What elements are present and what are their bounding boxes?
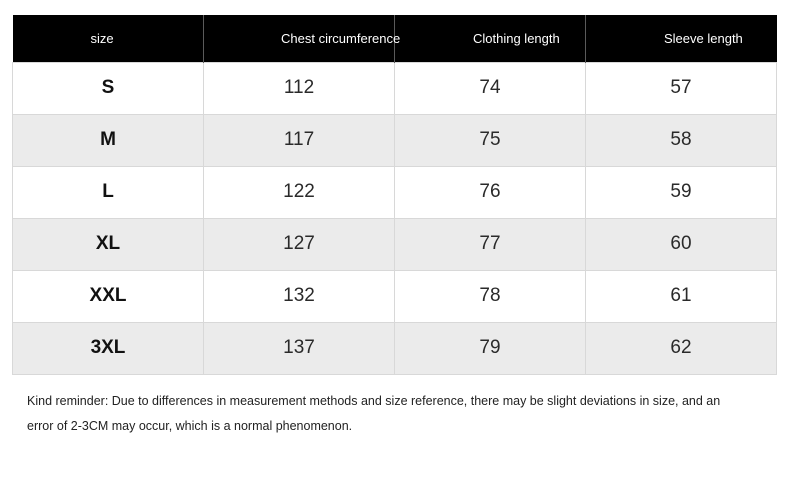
size-cell: M bbox=[12, 113, 204, 167]
sleeve-length-cell: 59 bbox=[585, 165, 777, 219]
size-cell: XL bbox=[12, 217, 204, 271]
header-sleeve-length: Sleeve length bbox=[664, 30, 743, 46]
clothing-length-cell: 77 bbox=[394, 217, 586, 271]
clothing-length-cell: 79 bbox=[394, 321, 586, 375]
clothing-length-cell: 74 bbox=[394, 61, 586, 115]
size-cell: XXL bbox=[12, 269, 204, 323]
table-row: M 117 75 58 bbox=[12, 113, 777, 167]
header-clothing-length: Clothing length bbox=[394, 15, 586, 62]
sleeve-length-cell: 58 bbox=[585, 113, 777, 167]
sleeve-length-cell: 61 bbox=[585, 269, 777, 323]
sleeve-length-cell: 57 bbox=[585, 61, 777, 115]
size-cell: S bbox=[12, 61, 204, 115]
chest-cell: 117 bbox=[203, 113, 395, 167]
chest-cell: 112 bbox=[203, 61, 395, 115]
table-row: 3XL 137 79 62 bbox=[12, 321, 777, 375]
table-header-row: size Chest circumference Clothing length… bbox=[12, 15, 777, 62]
table-row: XL 127 77 60 bbox=[12, 217, 777, 271]
note-line-1: Kind reminder: Due to differences in mea… bbox=[27, 394, 721, 408]
note-line-2: error of 2-3CM may occur, which is a nor… bbox=[27, 419, 353, 433]
clothing-length-cell: 78 bbox=[394, 269, 586, 323]
chest-cell: 122 bbox=[203, 165, 395, 219]
size-chart-table: size Chest circumference Clothing length… bbox=[12, 15, 777, 375]
table-row: L 122 76 59 bbox=[12, 165, 777, 219]
size-cell: 3XL bbox=[12, 321, 204, 375]
chest-cell: 137 bbox=[203, 321, 395, 375]
header-size: size bbox=[12, 15, 204, 62]
table-row: XXL 132 78 61 bbox=[12, 269, 777, 323]
clothing-length-cell: 75 bbox=[394, 113, 586, 167]
chest-cell: 132 bbox=[203, 269, 395, 323]
chest-cell: 127 bbox=[203, 217, 395, 271]
sleeve-length-cell: 62 bbox=[585, 321, 777, 375]
size-reminder-note: Kind reminder: Due to differences in mea… bbox=[27, 389, 762, 439]
sleeve-length-cell: 60 bbox=[585, 217, 777, 271]
size-cell: L bbox=[12, 165, 204, 219]
clothing-length-cell: 76 bbox=[394, 165, 586, 219]
header-chest-circumference: Chest circumference bbox=[203, 15, 400, 62]
table-row: S 112 74 57 bbox=[12, 61, 777, 115]
